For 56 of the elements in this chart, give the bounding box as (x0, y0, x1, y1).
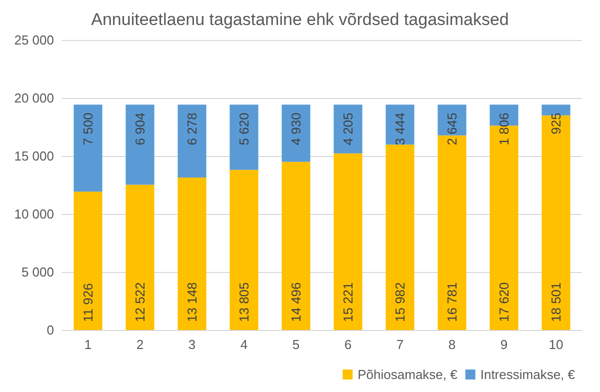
bar (542, 115, 570, 330)
data-label: 18 501 (548, 282, 564, 322)
data-label: 6 904 (132, 112, 148, 146)
bar (438, 104, 466, 136)
data-label: 16 781 (444, 282, 460, 322)
y-tick-label: 20 000 (14, 90, 54, 106)
bar (386, 144, 414, 330)
data-label: 14 496 (288, 282, 304, 322)
x-tick-label: 10 (548, 337, 564, 352)
data-label: 17 620 (496, 282, 512, 322)
legend-label: Intressimakse, € (480, 367, 576, 382)
x-tick-label: 3 (188, 337, 196, 352)
bar (334, 153, 362, 330)
bar (386, 104, 414, 145)
data-label: 11 926 (80, 283, 96, 322)
data-label: 12 522 (132, 282, 148, 322)
y-tick-label: 25 000 (14, 32, 54, 48)
bar (126, 184, 154, 330)
x-tick-label: 7 (396, 337, 404, 352)
bar (230, 104, 258, 170)
x-tick-label: 8 (448, 337, 456, 352)
data-label: 13 148 (184, 282, 200, 322)
bar (230, 170, 258, 330)
x-tick-label: 2 (136, 337, 144, 352)
x-tick-label: 9 (500, 337, 508, 352)
bar (178, 177, 206, 330)
data-label: 2 645 (444, 112, 460, 146)
chart-title: Annuiteetlaenu tagastamine ehk võrdsed tagasimaksed (91, 10, 509, 29)
data-label: 15 982 (392, 282, 408, 322)
bar (282, 104, 310, 162)
y-tick-label: 0 (46, 322, 54, 338)
bar (178, 104, 206, 178)
y-tick-label: 15 000 (14, 148, 54, 164)
legend-label: Põhiosamakse, € (358, 367, 458, 382)
data-label: 7 500 (80, 112, 96, 146)
data-label: 4 930 (288, 112, 304, 146)
bar (74, 192, 102, 330)
data-label: 3 444 (392, 112, 408, 146)
data-label: 6 278 (184, 112, 200, 146)
bar (438, 135, 466, 330)
x-tick-label: 4 (240, 337, 248, 352)
bar (334, 104, 362, 154)
bar (74, 104, 102, 192)
x-tick-label: 6 (344, 337, 352, 352)
data-label: 1 806 (496, 112, 512, 146)
x-tick-label: 1 (84, 337, 92, 352)
x-tick-label: 5 (292, 337, 300, 352)
bar (282, 162, 310, 330)
y-tick-label: 10 000 (14, 206, 54, 222)
bar (126, 104, 154, 185)
data-label: 925 (548, 112, 564, 134)
data-label: 5 620 (236, 112, 252, 146)
y-tick-label: 5 000 (21, 264, 54, 280)
data-label: 13 805 (236, 282, 252, 322)
data-label: 15 221 (340, 282, 356, 322)
data-label: 4 205 (340, 112, 356, 146)
